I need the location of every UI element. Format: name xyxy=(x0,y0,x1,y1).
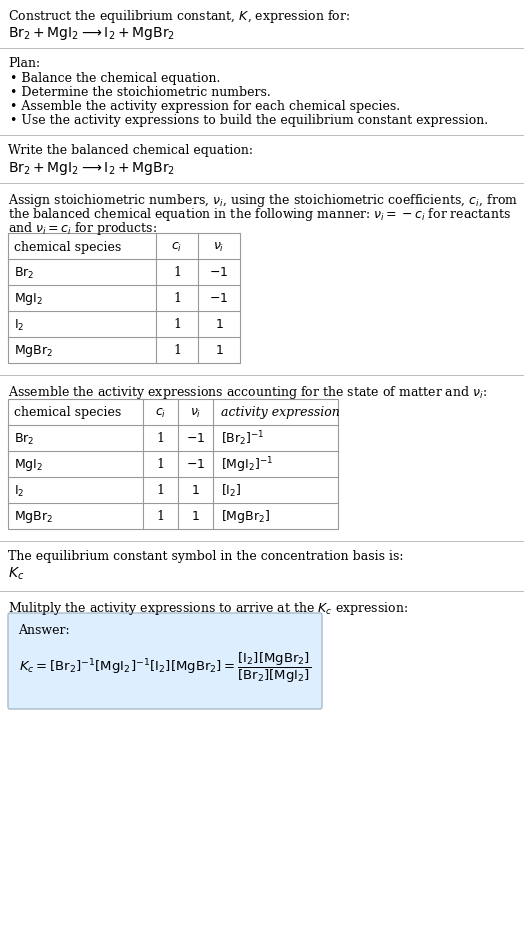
Text: $\mathrm{Br_2}$: $\mathrm{Br_2}$ xyxy=(14,266,35,280)
Text: 1: 1 xyxy=(157,510,165,523)
Text: $\mathrm{MgI_2}$: $\mathrm{MgI_2}$ xyxy=(14,290,43,307)
Text: $\mathrm{Br_2 + MgI_2 \longrightarrow I_2 + MgBr_2}$: $\mathrm{Br_2 + MgI_2 \longrightarrow I_… xyxy=(8,160,175,177)
Text: 1: 1 xyxy=(173,318,181,331)
Text: • Balance the chemical equation.: • Balance the chemical equation. xyxy=(10,72,221,85)
Text: $-1$: $-1$ xyxy=(186,432,205,445)
Text: 1: 1 xyxy=(157,484,165,497)
Text: $K_c = [\mathrm{Br_2}]^{-1}[\mathrm{MgI_2}]^{-1}[\mathrm{I_2}][\mathrm{MgBr_2}] : $K_c = [\mathrm{Br_2}]^{-1}[\mathrm{MgI_… xyxy=(19,650,311,684)
Text: $1$: $1$ xyxy=(215,344,223,357)
Text: 1: 1 xyxy=(173,344,181,357)
FancyBboxPatch shape xyxy=(8,613,322,709)
Text: 1: 1 xyxy=(173,267,181,279)
Text: $[\mathrm{I_2}]$: $[\mathrm{I_2}]$ xyxy=(221,483,242,499)
Text: $-1$: $-1$ xyxy=(186,458,205,471)
Text: $[\mathrm{Br_2}]^{-1}$: $[\mathrm{Br_2}]^{-1}$ xyxy=(221,429,265,447)
Text: and $\nu_i = c_i$ for products:: and $\nu_i = c_i$ for products: xyxy=(8,220,157,237)
Text: $\nu_i$: $\nu_i$ xyxy=(190,406,201,419)
Text: Answer:: Answer: xyxy=(18,624,70,636)
Text: The equilibrium constant symbol in the concentration basis is:: The equilibrium constant symbol in the c… xyxy=(8,549,403,563)
Text: Assign stoichiometric numbers, $\nu_i$, using the stoichiometric coefficients, $: Assign stoichiometric numbers, $\nu_i$, … xyxy=(8,191,518,208)
Text: $c_i$: $c_i$ xyxy=(171,240,183,253)
Text: Plan:: Plan: xyxy=(8,57,40,69)
Text: Write the balanced chemical equation:: Write the balanced chemical equation: xyxy=(8,144,253,157)
Text: 1: 1 xyxy=(173,292,181,306)
Text: 1: 1 xyxy=(157,458,165,471)
Text: $\mathrm{Br_2 + MgI_2 \longrightarrow I_2 + MgBr_2}$: $\mathrm{Br_2 + MgI_2 \longrightarrow I_… xyxy=(8,25,175,42)
Text: $[\mathrm{MgBr_2}]$: $[\mathrm{MgBr_2}]$ xyxy=(221,508,270,525)
Text: 1: 1 xyxy=(157,432,165,445)
Text: • Use the activity expressions to build the equilibrium constant expression.: • Use the activity expressions to build … xyxy=(10,114,488,127)
Text: $\nu_i$: $\nu_i$ xyxy=(213,240,225,253)
Bar xyxy=(8,234,240,364)
Text: $1$: $1$ xyxy=(215,318,223,331)
Text: $K_c$: $K_c$ xyxy=(8,565,24,582)
Text: the balanced chemical equation in the following manner: $\nu_i = -c_i$ for react: the balanced chemical equation in the fo… xyxy=(8,206,511,223)
Text: chemical species: chemical species xyxy=(14,407,121,419)
Text: $-1$: $-1$ xyxy=(210,292,228,306)
Text: $\mathrm{Br_2}$: $\mathrm{Br_2}$ xyxy=(14,431,35,446)
Bar xyxy=(8,400,338,529)
Text: $\mathrm{MgBr_2}$: $\mathrm{MgBr_2}$ xyxy=(14,508,53,525)
Text: $\mathrm{I_2}$: $\mathrm{I_2}$ xyxy=(14,483,25,498)
Text: activity expression: activity expression xyxy=(221,407,340,419)
Text: • Assemble the activity expression for each chemical species.: • Assemble the activity expression for e… xyxy=(10,100,400,113)
Text: Mulitply the activity expressions to arrive at the $K_c$ expression:: Mulitply the activity expressions to arr… xyxy=(8,600,408,616)
Text: chemical species: chemical species xyxy=(14,240,121,253)
Text: $-1$: $-1$ xyxy=(210,267,228,279)
Text: $1$: $1$ xyxy=(191,510,200,523)
Text: $\mathrm{I_2}$: $\mathrm{I_2}$ xyxy=(14,317,25,332)
Text: $[\mathrm{MgI_2}]^{-1}$: $[\mathrm{MgI_2}]^{-1}$ xyxy=(221,455,274,474)
Text: $\mathrm{MgI_2}$: $\mathrm{MgI_2}$ xyxy=(14,457,43,472)
Text: Assemble the activity expressions accounting for the state of matter and $\nu_i$: Assemble the activity expressions accoun… xyxy=(8,384,487,401)
Text: • Determine the stoichiometric numbers.: • Determine the stoichiometric numbers. xyxy=(10,86,271,99)
Text: Construct the equilibrium constant, $K$, expression for:: Construct the equilibrium constant, $K$,… xyxy=(8,8,350,25)
Text: $1$: $1$ xyxy=(191,484,200,497)
Text: $c_i$: $c_i$ xyxy=(155,406,166,419)
Text: $\mathrm{MgBr_2}$: $\mathrm{MgBr_2}$ xyxy=(14,343,53,359)
